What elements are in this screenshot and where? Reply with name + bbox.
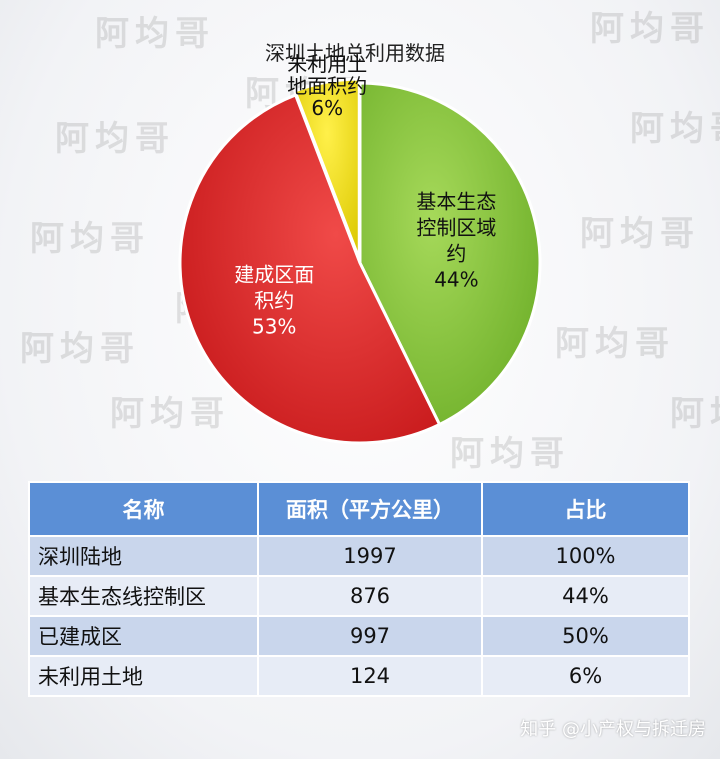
table-row: 已建成区 997 50% [28,616,690,657]
cell-name: 未利用土地 [28,656,259,697]
watermark-text: 阿均哥 [590,9,710,49]
cell-name: 基本生态线控制区 [28,576,259,617]
cell-ratio: 100% [481,536,690,577]
pie-slice [292,77,361,260]
cell-area: 997 [257,616,483,657]
watermark-text: 阿均哥 [470,479,590,480]
cell-name: 深圳陆地 [28,536,259,577]
watermark-text: 阿均哥 [30,219,150,259]
header-name: 名称 [28,481,259,537]
cell-ratio: 50% [481,616,690,657]
footer-credit: 知乎 @小产权与拆迁房 [520,719,706,740]
cell-ratio: 6% [481,656,690,697]
table-row: 深圳陆地 1997 100% [28,536,690,577]
pie-slice [178,92,442,445]
cell-area: 876 [257,576,483,617]
table-row: 基本生态线控制区 876 44% [28,576,690,617]
cell-area: 124 [257,656,483,697]
watermark-text: 阿均哥 [670,394,720,434]
header-ratio: 占比 [481,481,690,537]
watermark-text: 阿均哥 [55,119,175,159]
chart-title: 深圳土地总利用数据 [265,41,445,65]
slice-label: 建成区面积约 53% [234,262,314,338]
cell-name: 已建成区 [28,616,259,657]
table-header-row: 名称 面积（平方公里） 占比 [28,481,690,537]
watermark-text: 阿均哥 [450,434,570,474]
watermark-text: 阿均哥 [20,329,140,369]
watermark-text: 阿均哥 [630,109,720,149]
header-area: 面积（平方公里） [257,481,483,537]
pie-chart: 阿均哥阿均哥阿均哥阿均哥阿均哥阿均哥阿均哥阿均哥阿均哥阿均哥阿均哥阿均哥阿均哥阿… [20,9,720,480]
data-table: 名称 面积（平方公里） 占比 深圳陆地 1997 100% 基本生态线控制区 8… [28,481,690,697]
cell-ratio: 44% [481,576,690,617]
table-row: 未利用土地 124 6% [28,656,690,697]
watermark-text: 阿均哥 [110,394,230,434]
cell-area: 1997 [257,536,483,577]
slice-label: 未利用土地面积约 6% [287,52,367,120]
watermark-text: 阿均哥 [95,14,215,54]
slice-label: 基本生态控制区域约 44% [416,190,496,292]
watermark-text: 阿均哥 [555,324,675,364]
pie-slice [358,81,542,427]
watermark-text: 阿均哥 [580,214,700,254]
